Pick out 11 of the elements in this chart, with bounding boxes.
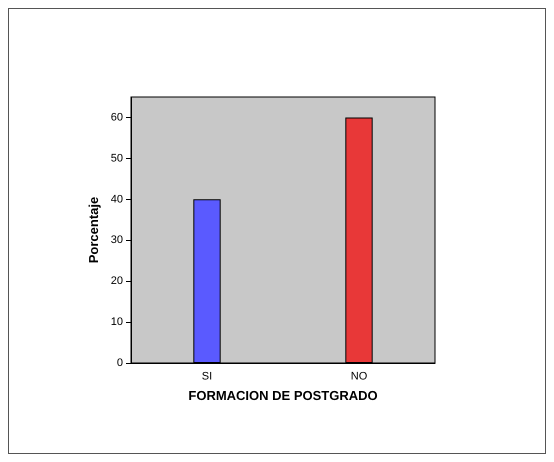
y-tick-label: 30: [110, 234, 123, 246]
x-tick-label: SI: [202, 370, 212, 382]
y-tick-label: 60: [110, 111, 123, 124]
y-tick-label: 50: [110, 152, 123, 164]
x-tick-label: NO: [350, 370, 368, 382]
y-tick-label: 20: [110, 275, 123, 288]
y-tick-label: 40: [110, 193, 123, 206]
x-axis-title: FORMACION DE POSTGRADO: [188, 388, 378, 403]
y-axis-title: Porcentaje: [86, 196, 101, 264]
y-tick-label: 10: [110, 316, 123, 328]
y-tick-label: 0: [116, 357, 123, 369]
